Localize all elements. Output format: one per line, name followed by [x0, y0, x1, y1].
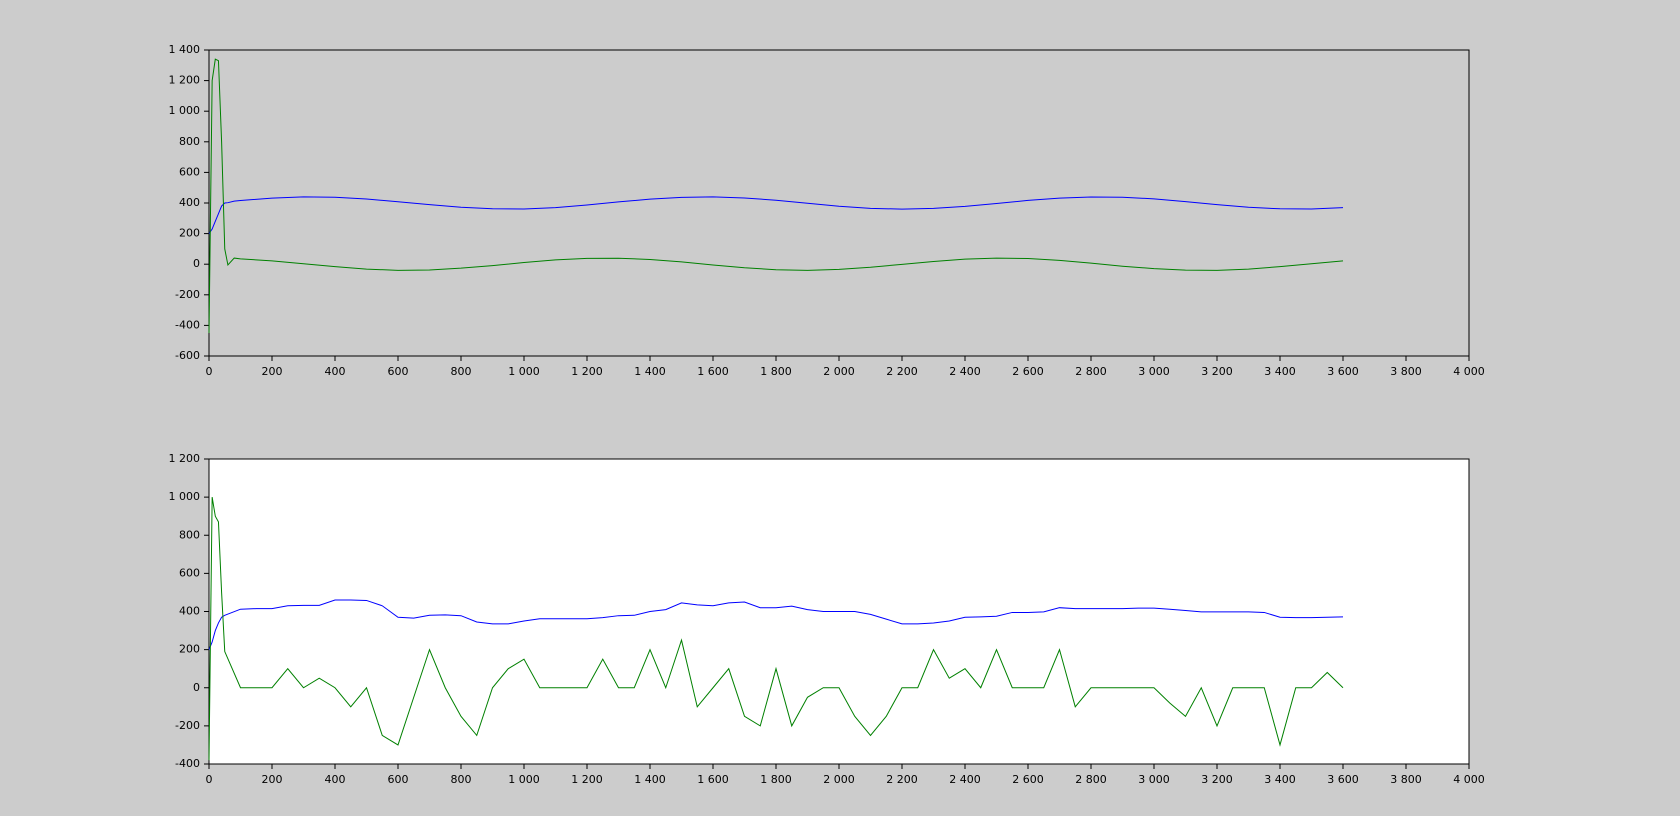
- y-tick-label: 200: [179, 227, 200, 240]
- x-tick-label: 2 400: [949, 773, 981, 786]
- plot-area: [208, 49, 1470, 357]
- x-tick-label: 2 400: [949, 365, 981, 378]
- y-tick-label: -600: [175, 349, 200, 362]
- x-tick-label: 800: [451, 773, 472, 786]
- y-tick-label: 1 000: [169, 490, 201, 503]
- y-tick-label: 600: [179, 165, 200, 178]
- y-tick-label: 600: [179, 566, 200, 579]
- x-tick-label: 3 000: [1138, 365, 1170, 378]
- y-tick-label: -400: [175, 318, 200, 331]
- x-tick-label: 1 400: [634, 365, 666, 378]
- x-tick-label: 4 000: [1453, 773, 1485, 786]
- x-tick-label: 4 000: [1453, 365, 1485, 378]
- x-tick-label: 3 800: [1390, 365, 1422, 378]
- x-tick-label: 3 600: [1327, 365, 1359, 378]
- x-tick-label: 1 600: [697, 365, 729, 378]
- x-tick-label: 1 600: [697, 773, 729, 786]
- x-tick-label: 3 400: [1264, 365, 1296, 378]
- x-tick-label: 2 600: [1012, 365, 1044, 378]
- y-tick-label: 1 200: [169, 74, 201, 87]
- y-tick-label: 1 000: [169, 104, 201, 117]
- y-tick-label: 1 400: [169, 43, 201, 56]
- x-tick-label: 0: [206, 365, 213, 378]
- series-line: [208, 196, 1344, 234]
- x-tick-label: 0: [206, 773, 213, 786]
- y-tick-label: -200: [175, 719, 200, 732]
- y-tick-label: -400: [175, 757, 200, 770]
- x-tick-label: 3 200: [1201, 773, 1233, 786]
- series-line: [208, 58, 1344, 334]
- series-line: [208, 599, 1344, 650]
- chart: -400 -200 0 200 400 600 800 1 000 1 200 0 200 400 60…: [169, 452, 1485, 786]
- x-tick-label: 3 400: [1264, 773, 1296, 786]
- y-tick-label: 400: [179, 196, 200, 209]
- x-tick-label: 200: [262, 365, 283, 378]
- x-tick-label: 400: [325, 773, 346, 786]
- x-tick-label: 1 000: [508, 365, 540, 378]
- x-tick-label: 1 800: [760, 773, 792, 786]
- x-tick-label: 1 200: [571, 365, 603, 378]
- x-tick-label: 200: [262, 773, 283, 786]
- x-tick-label: 2 800: [1075, 365, 1107, 378]
- x-tick-label: 800: [451, 365, 472, 378]
- x-tick-label: 1 800: [760, 365, 792, 378]
- y-tick-label: 1 200: [169, 452, 201, 465]
- x-tick-label: 2 200: [886, 773, 918, 786]
- x-tick-label: 2 000: [823, 365, 855, 378]
- x-tick-label: 3 000: [1138, 773, 1170, 786]
- x-tick-label: 400: [325, 365, 346, 378]
- x-tick-label: 1 400: [634, 773, 666, 786]
- x-tick-label: 2 200: [886, 365, 918, 378]
- x-tick-label: 1 000: [508, 773, 540, 786]
- series-line: [208, 497, 1344, 761]
- y-tick-label: 200: [179, 643, 200, 656]
- x-tick-label: 600: [388, 365, 409, 378]
- x-tick-label: 600: [388, 773, 409, 786]
- y-tick-label: -200: [175, 288, 200, 301]
- x-tick-label: 2 600: [1012, 773, 1044, 786]
- y-tick-label: 800: [179, 135, 200, 148]
- x-tick-label: 2 000: [823, 773, 855, 786]
- chart: -600 -400 -200 0 200 400 600 800 1 000 1 200 1 400…: [169, 43, 1485, 378]
- x-tick-label: 3 200: [1201, 365, 1233, 378]
- y-tick-label: 800: [179, 528, 200, 541]
- y-tick-label: 0: [193, 257, 200, 270]
- x-tick-label: 3 800: [1390, 773, 1422, 786]
- x-tick-label: 3 600: [1327, 773, 1359, 786]
- x-tick-label: 1 200: [571, 773, 603, 786]
- y-tick-label: 400: [179, 605, 200, 618]
- x-tick-label: 2 800: [1075, 773, 1107, 786]
- y-tick-label: 0: [193, 681, 200, 694]
